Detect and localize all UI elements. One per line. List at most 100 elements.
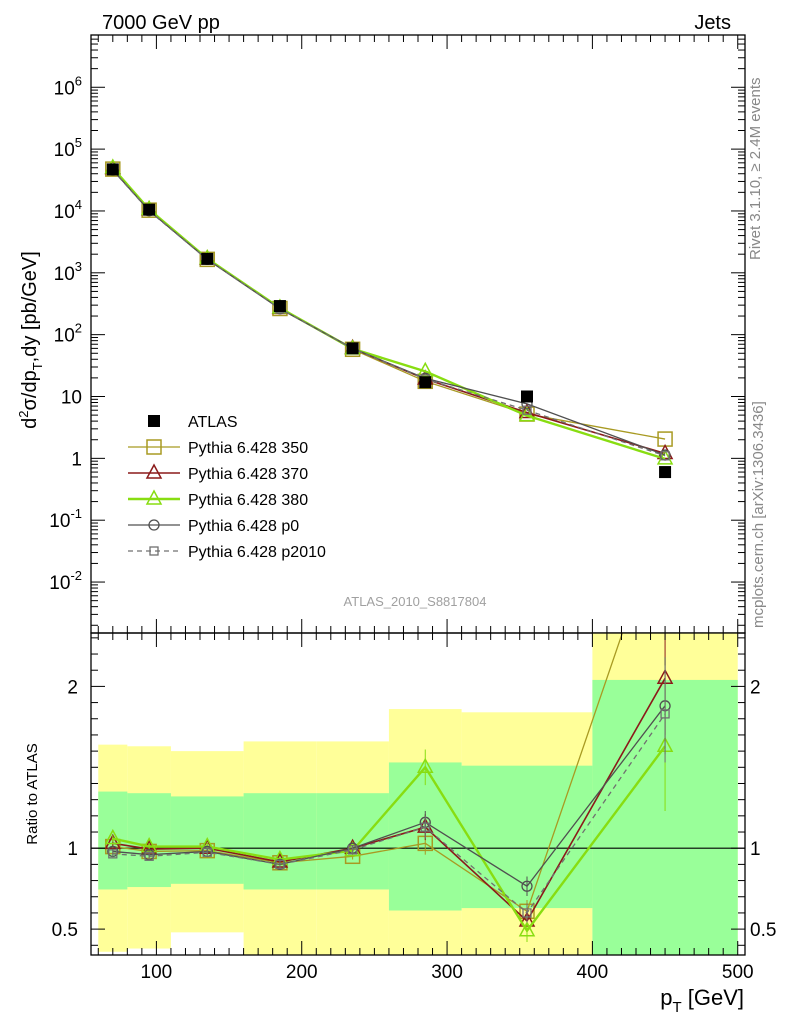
main-ytick-label-exp: 6 — [75, 73, 82, 88]
ratio-ytick-label-right: 2 — [750, 677, 761, 698]
legend-label-atlas: ATLAS — [188, 414, 238, 431]
ratio-ytick-label-right: 1 — [750, 839, 761, 860]
ratio-ytick-label-left: 0.5 — [52, 920, 78, 941]
ratio-point-p380-0 — [104, 828, 122, 845]
ylabel-main-part: d — [19, 418, 41, 429]
main-ytick-label-base: 10 — [49, 573, 70, 594]
main-ytick-label-base: 10 — [54, 202, 75, 223]
analysis-id: ATLAS_2010_S8817804 — [344, 594, 487, 609]
x-tick-label: 400 — [577, 962, 609, 983]
main-ytick-label-base: 10 — [54, 264, 75, 285]
legend: ATLAS Pythia 6.428 350 Pythia 6.428 370 Pyt… — [128, 414, 326, 561]
main-ytick-label: 104 — [54, 197, 82, 223]
ylabel-main-sup: 2 — [16, 410, 31, 417]
x-tick-label: 100 — [141, 962, 173, 983]
ratio-ytick-label-right: 0.5 — [750, 920, 776, 941]
ratio-point-p380-5 — [417, 757, 434, 774]
ylabel-main-group: d2σ/dpT,dy [pb/GeV] — [16, 251, 45, 429]
legend-marker-p370 — [145, 463, 163, 479]
ratio-point-p2010-4 — [347, 845, 358, 855]
ratio-series — [104, 633, 674, 943]
main-ytick-label-exp: 2 — [75, 321, 82, 336]
header-left: 7000 GeV pp — [102, 12, 220, 34]
main-series — [104, 158, 674, 479]
rivet-label: Rivet 3.1.10, ≥ 2.4M events — [747, 78, 764, 261]
main-ytick-label-base: 10 — [49, 511, 70, 532]
main-ytick-label: 10-2 — [49, 568, 82, 594]
legend-marker-p2010 — [149, 546, 159, 556]
main-point-atlas-5 — [419, 376, 432, 389]
ratio-point-p2010-0 — [108, 849, 118, 859]
ratio-line-p350 — [112, 633, 624, 913]
main-ytick-label: 106 — [54, 73, 82, 99]
main-point-atlas-2 — [201, 252, 214, 265]
main-ytick-label-base: 10 — [54, 140, 75, 161]
legend-marker-atlas — [148, 415, 160, 427]
main-point-atlas-4 — [346, 342, 359, 355]
main-ytick-label-base: 10 — [54, 326, 75, 347]
ylabel-ratio-group: Ratio to ATLAS — [24, 743, 41, 844]
ratio-point-p2010-7 — [660, 709, 670, 719]
main-ytick-label-base: 10 — [54, 78, 75, 99]
main-ytick-label-exp: 4 — [75, 197, 82, 212]
legend-label-p2010: Pythia 6.428 p2010 — [188, 544, 326, 561]
ratio-line-p2010 — [112, 713, 666, 914]
ratio-point-p2010-6 — [522, 908, 532, 918]
x-ticks: 100 200 300 400 500 — [97, 35, 754, 983]
legend-label-p380: Pythia 6.428 380 — [188, 492, 308, 509]
main-line-p2010 — [112, 169, 666, 457]
x-tick-label: 500 — [722, 962, 754, 983]
main-point-atlas-0 — [106, 163, 119, 176]
legend-label-p370: Pythia 6.428 370 — [188, 466, 308, 483]
main-point-atlas-6 — [521, 390, 533, 403]
legend-marker-p380 — [145, 489, 163, 505]
ratio-point-p0-6 — [521, 880, 533, 892]
main-ytick-label: 105 — [54, 135, 82, 161]
mcplots-label: mcplots.cern.ch [arXiv:1306.3436] — [750, 401, 767, 628]
main-ytick-label: 10 — [61, 388, 82, 409]
ratio-point-p2010-1 — [144, 851, 154, 861]
main-point-p2010-7 — [660, 451, 670, 461]
ratio-line-p380 — [112, 745, 667, 933]
ylabel-main-sub: T — [30, 362, 45, 370]
main-point-p2010-6 — [522, 405, 532, 415]
rivet-label-group: Rivet 3.1.10, ≥ 2.4M events — [747, 78, 764, 261]
xlabel-part: p — [660, 985, 672, 1010]
mcplots-label-group: mcplots.cern.ch [arXiv:1306.3436] — [750, 401, 767, 628]
ratio-ytick-label-left: 1 — [67, 839, 78, 860]
main-ytick-label-exp: 5 — [75, 135, 82, 150]
main-point-atlas-1 — [143, 203, 156, 216]
main-ytick-label: 102 — [54, 321, 82, 347]
ratio-point-p2010-3 — [275, 859, 285, 870]
main-point-atlas-7 — [659, 466, 672, 479]
band-inner-3 — [243, 793, 317, 890]
main-ytick-label-exp: -1 — [70, 506, 82, 521]
ratio-point-p2010-2 — [202, 847, 212, 857]
xlabel-sub: T — [672, 999, 681, 1016]
main-point-atlas-3 — [273, 300, 286, 313]
ylabel-ratio: Ratio to ATLAS — [24, 743, 41, 844]
ratio-point-p2010-5 — [420, 822, 430, 832]
legend-label-p350: Pythia 6.428 350 — [188, 440, 308, 457]
ylabel-main-part: σ/dp — [19, 370, 41, 410]
legend-label-p0: Pythia 6.428 p0 — [188, 518, 299, 535]
ratio-ytick-label-left: 2 — [67, 677, 78, 698]
main-ytick-label: 10-1 — [49, 506, 82, 532]
ylabel-main-part: ,dy [pb/GeV] — [19, 251, 41, 362]
xlabel: pT [GeV] — [660, 985, 744, 1016]
xlabel-part: [GeV] — [682, 985, 744, 1010]
x-tick-label: 300 — [431, 962, 463, 983]
ratio-point-p0-3 — [274, 858, 286, 871]
ratio-y-ticks: 0.5 0.5 1 1 2 2 — [52, 637, 776, 946]
main-ytick-label: 1 — [71, 449, 82, 470]
x-tick-label: 200 — [286, 962, 318, 983]
ratio-point-p380-6 — [518, 921, 536, 937]
legend-marker-p350 — [146, 439, 162, 455]
main-ytick-label-exp: -2 — [70, 568, 82, 583]
main-ytick-label-exp: 3 — [75, 259, 82, 274]
legend-marker-p0 — [148, 519, 160, 531]
ratio-line-p0 — [112, 705, 666, 888]
